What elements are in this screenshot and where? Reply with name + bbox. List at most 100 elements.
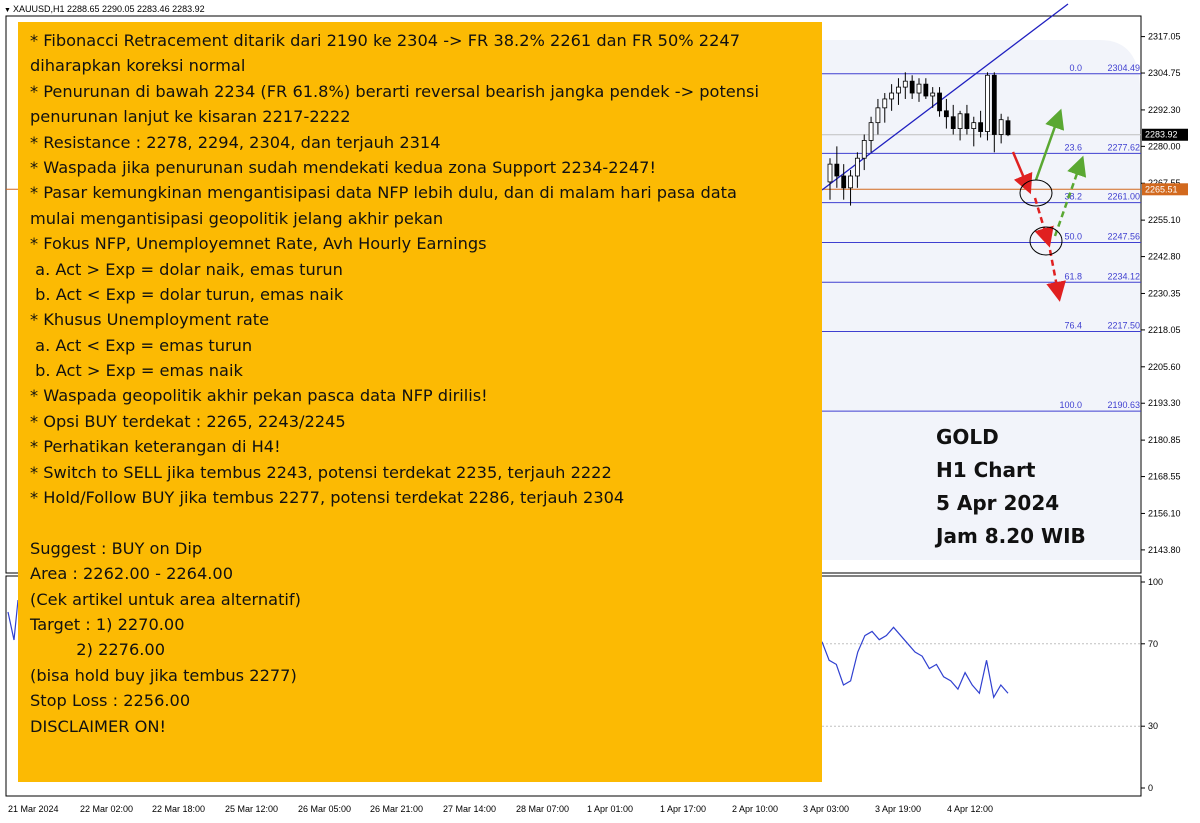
note-line: (bisa hold buy jika tembus 2277) bbox=[30, 665, 297, 685]
price-tick-label: 2304.75 bbox=[1148, 68, 1181, 78]
candle-body bbox=[854, 157, 860, 177]
candle-body bbox=[978, 122, 984, 132]
symbol-name: XAUUSD,H1 bbox=[12, 4, 65, 14]
price-tick-label: 2193.30 bbox=[1148, 398, 1181, 408]
candle-body bbox=[971, 122, 977, 129]
chart-label-line: H1 Chart bbox=[936, 458, 1036, 482]
price-tick-label: 2180.85 bbox=[1148, 435, 1181, 445]
note-line: Target : 1) 2270.00 bbox=[30, 614, 185, 634]
price-tick-label: 2255.10 bbox=[1148, 215, 1181, 225]
fib-price-label: 2304.49 bbox=[1107, 63, 1140, 73]
candle-body bbox=[964, 113, 970, 129]
fib-level-label: 23.6 bbox=[1064, 142, 1082, 152]
analysis-notes-panel: * Fibonacci Retracement ditarik dari 219… bbox=[18, 22, 822, 782]
current-price-text: 2283.92 bbox=[1145, 130, 1178, 140]
rsi-line-left bbox=[7, 599, 19, 641]
price-tick-label: 2218.05 bbox=[1148, 325, 1181, 335]
chart-label-line: Jam 8.20 WIB bbox=[936, 524, 1086, 548]
fib-price-label: 2261.00 bbox=[1107, 192, 1140, 202]
candle-body bbox=[827, 163, 833, 183]
x-tick-label: 4 Apr 12:00 bbox=[947, 804, 993, 814]
buy-arrow-dashed bbox=[1053, 155, 1087, 237]
candle-body bbox=[889, 92, 895, 100]
highlight-price-text: 2265.51 bbox=[1145, 184, 1178, 194]
note-line: Stop Loss : 2256.00 bbox=[30, 691, 191, 711]
candle-body bbox=[930, 92, 936, 97]
note-line: 2) 2276.00 bbox=[30, 640, 166, 660]
candle-body bbox=[950, 116, 956, 129]
price-tick-label: 2267.55 bbox=[1148, 178, 1181, 188]
candle-body bbox=[834, 163, 840, 177]
buy-arrow bbox=[1034, 108, 1065, 181]
x-tick-label: 26 Mar 05:00 bbox=[298, 804, 351, 814]
price-tick-label: 2292.30 bbox=[1148, 105, 1181, 115]
note-line: * Perhatikan keterangan di H4! bbox=[30, 437, 281, 457]
candle-body bbox=[882, 98, 888, 109]
candle-body bbox=[848, 175, 853, 189]
x-tick-label: 1 Apr 17:00 bbox=[660, 804, 706, 814]
note-line: penurunan lanjut ke kisaran 2217-2222 bbox=[30, 107, 351, 127]
chart-info-label: GOLD H1 Chart 5 Apr 2024 Jam 8.20 WIB bbox=[936, 421, 1136, 553]
note-line: * Fokus NFP, Unemployemnet Rate, Avh Hou… bbox=[30, 234, 487, 254]
rsi-tick-label: 70 bbox=[1148, 639, 1158, 649]
note-line: a. Act < Exp = emas turun bbox=[30, 335, 253, 355]
fib-level-label: 0.0 bbox=[1069, 63, 1082, 73]
price-tick-label: 2230.35 bbox=[1148, 288, 1181, 298]
candle-body bbox=[937, 92, 942, 112]
sell-arrow bbox=[1011, 151, 1033, 195]
background-watermark bbox=[820, 40, 1140, 560]
fib-price-label: 2247.56 bbox=[1107, 231, 1140, 241]
x-tick-label: 25 Mar 12:00 bbox=[225, 804, 278, 814]
dropdown-triangle-icon[interactable]: ▼ bbox=[4, 7, 11, 14]
note-line: b. Act < Exp = dolar turun, emas naik bbox=[30, 284, 344, 304]
rsi-line bbox=[821, 626, 1009, 700]
fib-level-label: 61.8 bbox=[1064, 271, 1082, 281]
note-line: b. Act > Exp = emas naik bbox=[30, 361, 243, 381]
candle-body bbox=[943, 110, 949, 118]
note-line: a. Act > Exp = dolar naik, emas turun bbox=[30, 259, 343, 279]
x-tick-label: 2 Apr 10:00 bbox=[732, 804, 778, 814]
highlight-price-tag bbox=[1142, 183, 1188, 196]
candle-body bbox=[896, 86, 901, 94]
sell-arrow-dashed bbox=[1033, 197, 1054, 248]
candle-body bbox=[868, 122, 874, 141]
price-tick-label: 2156.10 bbox=[1148, 508, 1181, 518]
candle-body bbox=[916, 83, 922, 94]
price-tick-label: 2242.80 bbox=[1148, 252, 1181, 262]
candle-body bbox=[861, 140, 867, 159]
candle-body bbox=[875, 107, 881, 124]
note-line: DISCLAIMER ON! bbox=[30, 716, 166, 736]
candle-body bbox=[957, 113, 963, 129]
note-line: diharapkan koreksi normal bbox=[30, 56, 246, 76]
x-tick-label: 27 Mar 14:00 bbox=[443, 804, 496, 814]
note-line: * Opsi BUY terdekat : 2265, 2243/2245 bbox=[30, 411, 346, 431]
note-line: * Pasar kemungkinan mengantisipasi data … bbox=[30, 183, 737, 203]
note-line: * Resistance : 2278, 2294, 2304, dan ter… bbox=[30, 132, 441, 152]
note-line: * Khusus Unemployment rate bbox=[30, 310, 270, 330]
rsi-tick-label: 0 bbox=[1148, 783, 1153, 793]
x-tick-label: 22 Mar 02:00 bbox=[80, 804, 133, 814]
symbol-header: ▼ XAUUSD,H1 2288.65 2290.05 2283.46 2283.… bbox=[4, 4, 205, 14]
x-tick-label: 28 Mar 07:00 bbox=[516, 804, 569, 814]
x-tick-label: 1 Apr 01:00 bbox=[587, 804, 633, 814]
candle-body bbox=[923, 83, 929, 97]
note-line: Area : 2262.00 - 2264.00 bbox=[30, 564, 234, 584]
rsi-tick-label: 30 bbox=[1148, 721, 1158, 731]
x-tick-label: 26 Mar 21:00 bbox=[370, 804, 423, 814]
price-tick-label: 2280.00 bbox=[1148, 141, 1181, 151]
ohlc-values: 2288.65 2290.05 2283.46 2283.92 bbox=[66, 4, 205, 14]
zone-circle bbox=[1019, 179, 1053, 207]
candle-body bbox=[985, 74, 990, 132]
candle-body bbox=[909, 80, 915, 94]
price-tick-label: 2168.55 bbox=[1148, 472, 1181, 482]
note-line: Suggest : BUY on Dip bbox=[30, 538, 203, 558]
price-tick-label: 2143.80 bbox=[1148, 545, 1181, 555]
x-tick-label: 21 Mar 2024 bbox=[8, 804, 59, 814]
note-line: * Waspada geopolitik akhir pekan pasca d… bbox=[30, 386, 488, 406]
candle-body bbox=[902, 80, 908, 88]
trend-line bbox=[821, 3, 1069, 191]
current-price-tag bbox=[1142, 128, 1188, 141]
sell-arrow-dashed bbox=[1046, 249, 1066, 302]
fib-price-label: 2217.50 bbox=[1107, 321, 1140, 331]
